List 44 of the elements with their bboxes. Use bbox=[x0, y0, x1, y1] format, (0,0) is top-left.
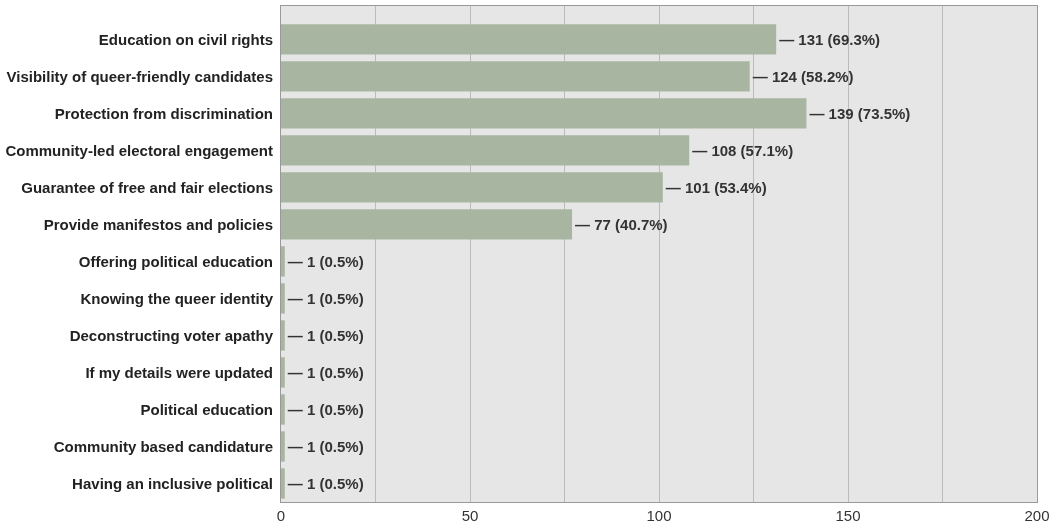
data-label: — 124 (58.2%) bbox=[752, 67, 854, 85]
y-tick-label: Having an inclusive political bbox=[72, 474, 273, 492]
bar bbox=[281, 468, 285, 499]
bar bbox=[281, 431, 285, 462]
y-tick-label: Guarantee of free and fair elections bbox=[21, 178, 273, 196]
data-label: — 1 (0.5%) bbox=[287, 437, 364, 455]
y-tick-label: Knowing the queer identity bbox=[80, 289, 274, 307]
data-label: — 1 (0.5%) bbox=[287, 289, 364, 307]
data-label: — 1 (0.5%) bbox=[287, 400, 364, 418]
y-tick-label: Provide manifestos and policies bbox=[43, 215, 273, 233]
bar bbox=[281, 24, 777, 55]
y-tick-label: Visibility of queer-friendly candidates bbox=[6, 67, 273, 85]
y-tick-label: Deconstructing voter apathy bbox=[69, 326, 274, 344]
data-label: — 108 (57.1%) bbox=[692, 141, 794, 159]
y-tick-label: Protection from discrimination bbox=[54, 104, 273, 122]
bar bbox=[281, 394, 285, 425]
data-label: — 131 (69.3%) bbox=[779, 30, 881, 48]
data-label: — 1 (0.5%) bbox=[287, 363, 364, 381]
bar bbox=[281, 283, 285, 314]
data-label: — 139 (73.5%) bbox=[809, 104, 911, 122]
data-label: — 1 (0.5%) bbox=[287, 326, 364, 344]
x-tick-label: 150 bbox=[835, 507, 861, 524]
bar bbox=[281, 135, 690, 166]
data-label: — 77 (40.7%) bbox=[575, 215, 668, 233]
data-label: — 1 (0.5%) bbox=[287, 252, 364, 270]
bar bbox=[281, 320, 285, 351]
y-tick-label: If my details were updated bbox=[85, 363, 273, 381]
data-label: — 1 (0.5%) bbox=[287, 474, 364, 492]
x-tick-label: 50 bbox=[461, 507, 479, 524]
y-tick-label: Offering political education bbox=[78, 252, 273, 270]
bar bbox=[281, 172, 663, 203]
y-tick-label: Education on civil rights bbox=[98, 30, 273, 48]
x-tick-label: 0 bbox=[276, 507, 286, 524]
bar bbox=[281, 357, 285, 388]
data-label: — 101 (53.4%) bbox=[665, 178, 767, 196]
y-tick-label: Community based candidature bbox=[53, 437, 273, 455]
bar bbox=[281, 61, 750, 92]
y-tick-label: Political education bbox=[140, 400, 273, 418]
y-tick-label: Community-led electoral engagement bbox=[5, 141, 273, 159]
x-tick-label: 100 bbox=[646, 507, 672, 524]
x-tick-label: 200 bbox=[1024, 507, 1050, 524]
bar bbox=[281, 209, 573, 240]
bar bbox=[281, 98, 807, 129]
bar bbox=[281, 246, 285, 277]
